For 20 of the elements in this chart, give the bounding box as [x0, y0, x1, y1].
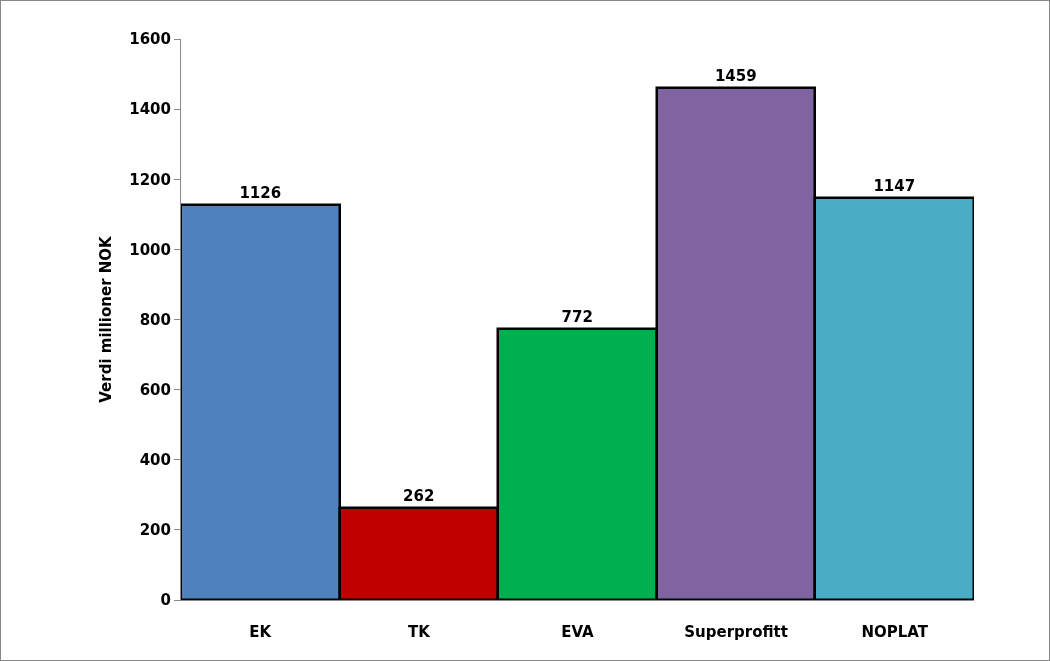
y-tick-label: 400	[139, 451, 171, 469]
y-tick-label: 1600	[129, 30, 171, 49]
x-tick-label: EVA	[561, 623, 595, 641]
data-label: 772	[561, 307, 593, 326]
data-label: 1126	[239, 183, 282, 202]
x-tick-label: EK	[249, 623, 273, 641]
data-label: 262	[403, 486, 435, 505]
y-axis-title: Verdi millioner NOK	[96, 234, 115, 403]
x-tick-label: TK	[407, 623, 432, 641]
y-tick-label: 0	[160, 591, 171, 610]
y-tick-label: 1200	[129, 170, 171, 189]
y-tick-label: 600	[139, 380, 171, 399]
x-tick-label: Superprofitt	[684, 623, 788, 641]
x-tick-label: NOPLAT	[861, 623, 929, 641]
y-tick-label: 800	[139, 310, 171, 329]
data-label: 1459	[714, 66, 757, 85]
y-tick-label: 1000	[129, 240, 171, 259]
y-tick-label: 1400	[129, 100, 171, 119]
data-label: 1147	[873, 176, 916, 195]
y-tick-label: 200	[139, 521, 171, 540]
